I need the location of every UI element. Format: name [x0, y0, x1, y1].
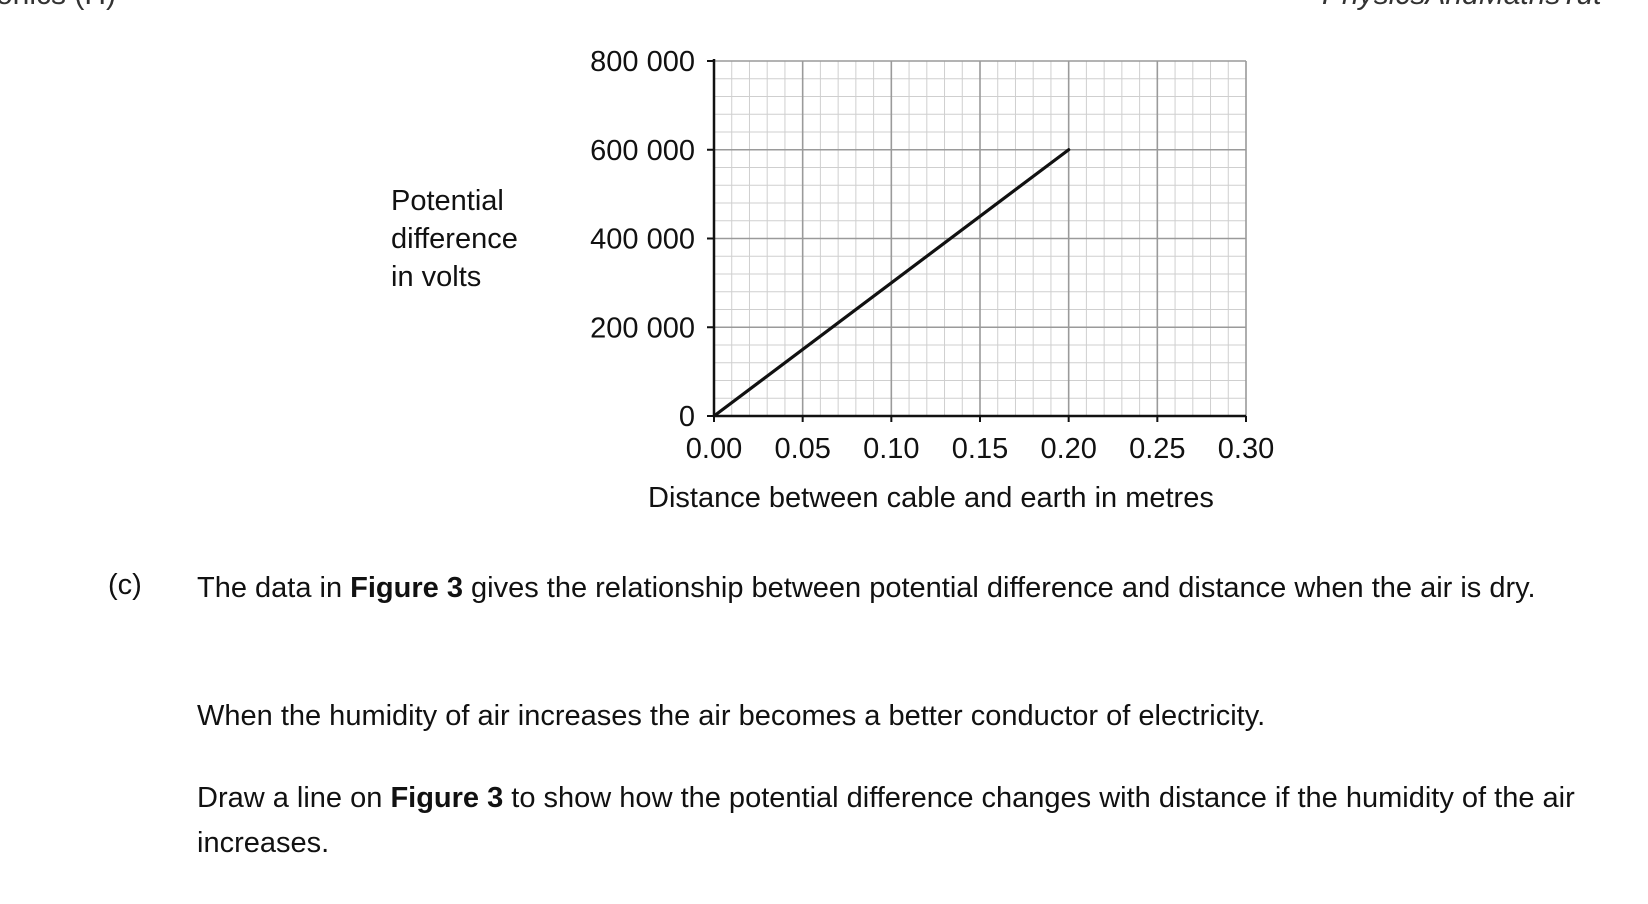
- y-tick-label: 800 000: [590, 46, 695, 78]
- chart-tick-labels: 0.00 0.05 0.10 0.15 0.20 0.25 0.30 0 200 000 400 …: [590, 46, 1274, 465]
- y-tick-label: 400 000: [590, 224, 695, 256]
- y-axis-label-line: Potential: [391, 185, 504, 217]
- question-text: The data in: [197, 572, 351, 604]
- series-line: [712, 148, 1071, 418]
- figure-reference: Figure 3: [350, 572, 463, 604]
- x-axis-label: Distance between cable and earth in metr…: [648, 482, 1214, 514]
- y-tick-label: 200 000: [590, 312, 695, 344]
- x-tick-label: 0.05: [774, 433, 830, 465]
- question-letter: (c): [108, 569, 142, 601]
- question-text: to show how the potential difference cha…: [197, 782, 1575, 859]
- figure-reference: Figure 3: [390, 782, 504, 814]
- header-fragment-right: PhysicsAndMathsTut: [1322, 0, 1602, 12]
- y-tick-label: 600 000: [590, 135, 695, 167]
- y-axis-label: Potential difference in volts: [391, 182, 571, 296]
- chart-series: [712, 148, 1071, 418]
- x-tick-label: 0.25: [1129, 433, 1185, 465]
- x-tick-label: 0.20: [1040, 433, 1096, 465]
- y-tick-label: 0: [679, 401, 695, 433]
- question-paragraph-2: When the humidity of air increases the a…: [197, 700, 1266, 732]
- x-tick-label: 0.10: [863, 433, 919, 465]
- chart-tick-marks: [707, 60, 1247, 422]
- x-tick-label: 0.00: [686, 433, 742, 465]
- question-text: Draw a line on: [197, 782, 391, 814]
- question-paragraph-3: Draw a line on Figure 3 to show how the …: [197, 776, 1617, 866]
- header-fragment-left: onics (H): [0, 0, 116, 12]
- question-paragraph-1: The data in Figure 3 gives the relations…: [197, 566, 1617, 611]
- x-tick-label: 0.15: [952, 433, 1008, 465]
- question-text: gives the relationship between potential…: [462, 572, 1536, 604]
- x-tick-label: 0.30: [1218, 433, 1274, 465]
- y-axis-label-line: in volts: [391, 261, 482, 293]
- y-axis-label-line: difference: [391, 223, 518, 255]
